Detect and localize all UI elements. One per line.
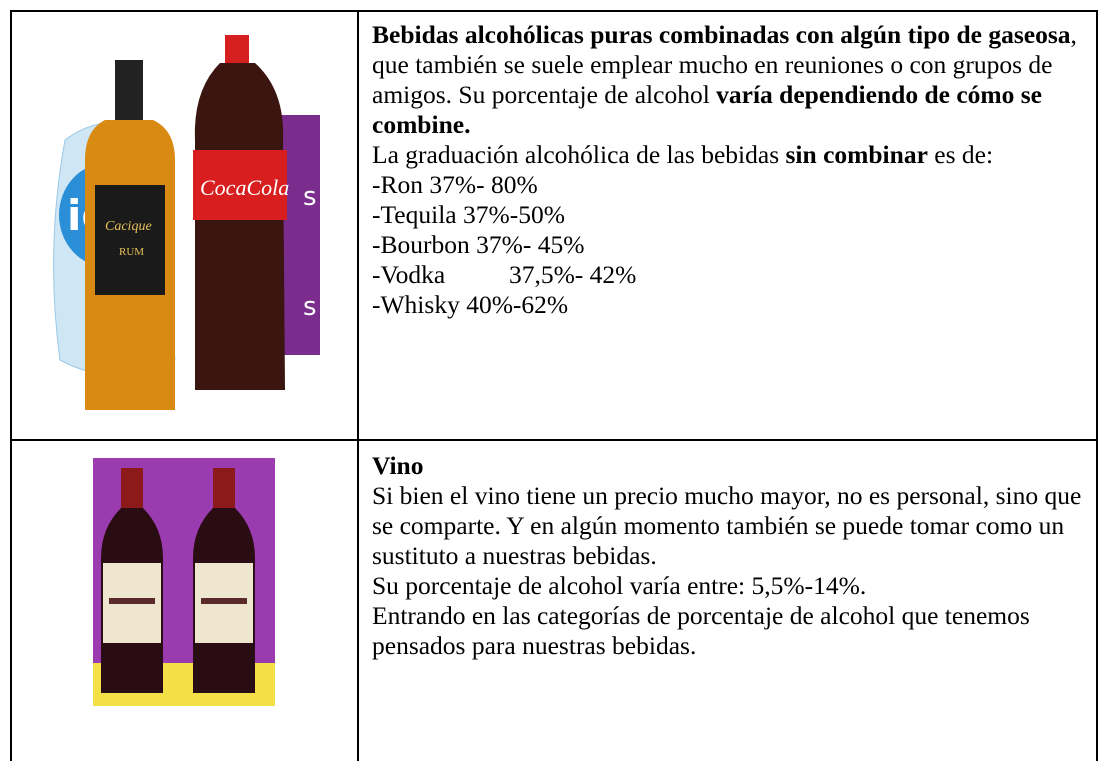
svg-text:s: s bbox=[303, 182, 317, 212]
text: , que también se suele emplear mucho en … bbox=[372, 20, 1084, 109]
svg-text:RUM: RUM bbox=[119, 246, 144, 258]
product-image: s s iglú Cacique RUM CocaCola bbox=[53, 35, 320, 410]
text: -Whisky 40%-62% bbox=[372, 290, 569, 319]
paragraph: Vino bbox=[372, 451, 1096, 481]
text: -Vodka 37,5%- 42% bbox=[372, 260, 637, 289]
paragraph: Si bien el vino tiene un precio mucho ma… bbox=[372, 481, 1096, 571]
table-border bbox=[10, 10, 1098, 12]
text: La graduación alcohólica de las bebidas bbox=[372, 140, 786, 169]
paragraph: Su porcentaje de alcohol varía entre: 5,… bbox=[372, 571, 1096, 601]
paragraph: Bebidas alcohólicas puras combinadas con… bbox=[372, 20, 1096, 140]
text: -Bourbon 37%- 45% bbox=[372, 230, 585, 259]
text: Entrando en las categorías de porcentaje… bbox=[372, 601, 1037, 660]
paragraph: Entrando en las categorías de porcentaje… bbox=[372, 601, 1096, 661]
svg-text:CocaCola: CocaCola bbox=[200, 175, 289, 200]
product-image bbox=[93, 458, 275, 706]
svg-text:s: s bbox=[303, 292, 317, 322]
table-border bbox=[1096, 10, 1098, 761]
cell-text: Bebidas alcohólicas puras combinadas con… bbox=[372, 20, 1096, 320]
paragraph: -Ron 37%- 80% bbox=[372, 170, 1096, 200]
paragraph: -Vodka 37,5%- 42% bbox=[372, 260, 1096, 290]
paragraph: La graduación alcohólica de las bebidas … bbox=[372, 140, 1096, 170]
bold-text: sin combinar bbox=[785, 140, 928, 169]
table-border bbox=[357, 10, 359, 761]
text: -Ron 37%- 80% bbox=[372, 170, 538, 199]
table-border bbox=[10, 10, 12, 761]
paragraph: -Whisky 40%-62% bbox=[372, 290, 1096, 320]
table-border bbox=[10, 439, 1098, 441]
bold-text: varía dependiendo de cómo se combine. bbox=[372, 80, 1049, 139]
bold-text: Bebidas alcohólicas puras combinadas con… bbox=[372, 20, 1071, 49]
paragraph: -Bourbon 37%- 45% bbox=[372, 230, 1096, 260]
text: es de: bbox=[927, 140, 994, 169]
paragraph: -Tequila 37%-50% bbox=[372, 200, 1096, 230]
text: Su porcentaje de alcohol varía entre: 5,… bbox=[372, 571, 867, 600]
text: Si bien el vino tiene un precio mucho ma… bbox=[372, 481, 1088, 570]
text: -Tequila 37%-50% bbox=[372, 200, 565, 229]
svg-text:Cacique: Cacique bbox=[105, 219, 152, 234]
bold-text: Vino bbox=[372, 451, 424, 480]
cell-text: Vino Si bien el vino tiene un precio much… bbox=[372, 451, 1096, 661]
